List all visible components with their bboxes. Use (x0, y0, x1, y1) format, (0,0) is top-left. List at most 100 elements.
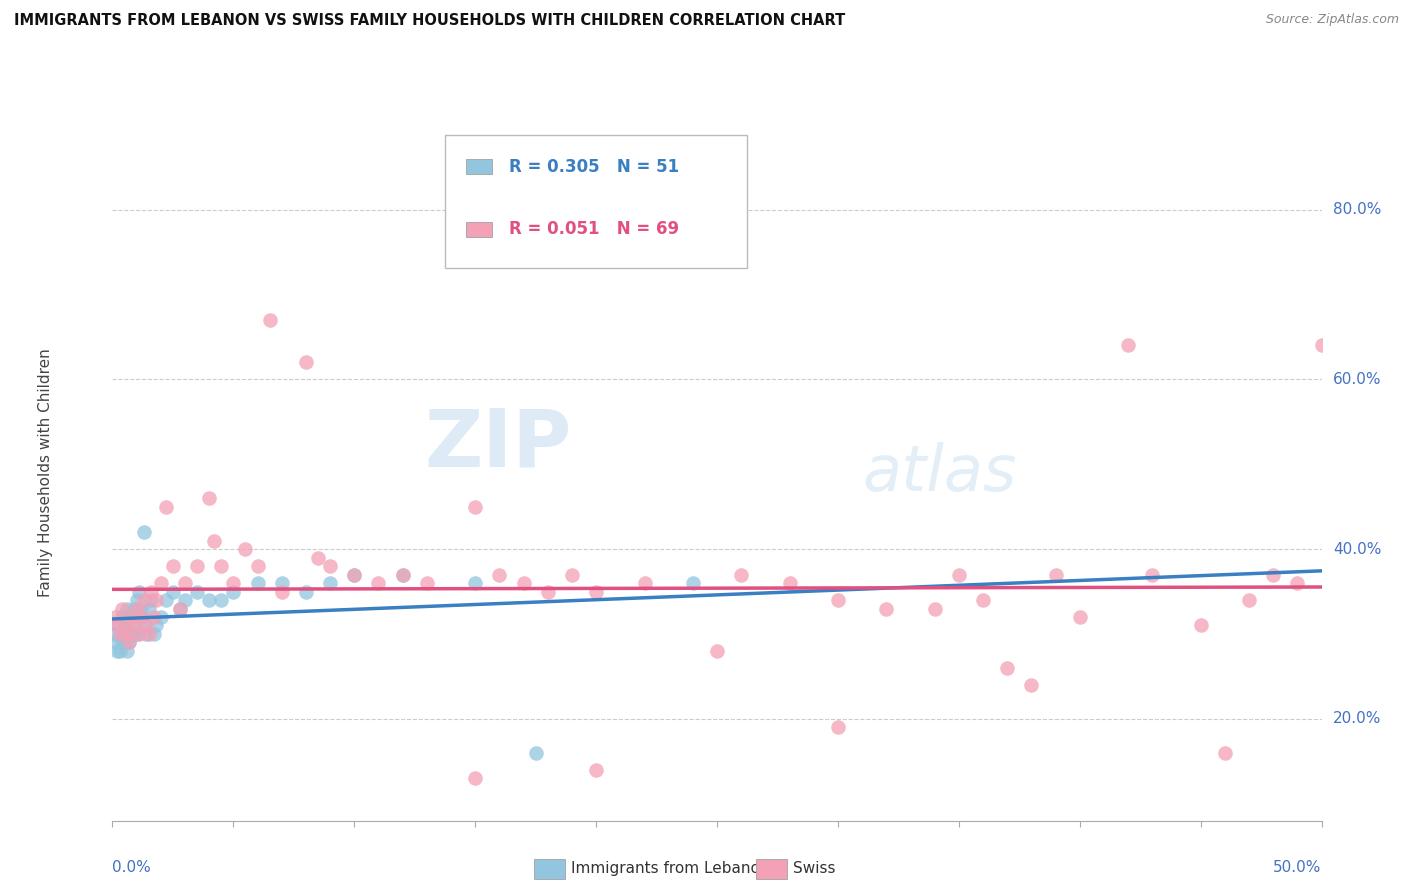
Point (1021, 678, 1043, 692)
FancyBboxPatch shape (465, 159, 492, 174)
Text: ZIP: ZIP (425, 406, 572, 484)
Point (779, 576, 801, 591)
Point (343, 567, 366, 582)
Point (131, 601, 153, 615)
Point (128, 627, 150, 641)
Point (488, 567, 510, 582)
Point (118, 627, 141, 641)
Text: Immigrants from Lebanon: Immigrants from Lebanon (571, 862, 769, 876)
Point (202, 533, 225, 548)
Point (108, 644, 131, 658)
Point (142, 627, 165, 641)
Text: 0.0%: 0.0% (112, 860, 152, 874)
Point (115, 627, 138, 641)
Point (105, 618, 128, 632)
FancyBboxPatch shape (465, 221, 492, 237)
Point (162, 584, 184, 599)
Point (145, 593, 167, 607)
Point (295, 355, 318, 369)
Point (209, 593, 232, 607)
Point (1116, 338, 1139, 352)
Text: R = 0.305   N = 51: R = 0.305 N = 51 (509, 158, 679, 176)
Point (391, 567, 413, 582)
Point (121, 610, 143, 624)
Point (104, 610, 127, 624)
Point (524, 746, 547, 760)
Point (141, 584, 163, 599)
Point (114, 627, 136, 641)
Point (115, 601, 138, 615)
Point (121, 618, 143, 632)
Point (295, 584, 318, 599)
Point (464, 771, 486, 785)
Text: Source: ZipAtlas.com: Source: ZipAtlas.com (1265, 13, 1399, 27)
Point (174, 576, 197, 591)
Point (730, 567, 752, 582)
Point (118, 635, 141, 649)
Point (1263, 567, 1285, 582)
Point (115, 644, 138, 658)
Point (122, 627, 145, 641)
Point (132, 593, 155, 607)
Point (138, 601, 160, 615)
Point (105, 618, 128, 632)
Point (948, 567, 970, 582)
Point (149, 576, 172, 591)
Point (118, 610, 141, 624)
Point (1045, 567, 1067, 582)
Point (391, 567, 413, 582)
Point (186, 584, 208, 599)
Point (122, 601, 145, 615)
Point (416, 576, 439, 591)
Point (186, 559, 208, 574)
Point (1213, 746, 1236, 760)
Point (343, 567, 366, 582)
Point (827, 720, 849, 734)
Point (128, 584, 150, 599)
Text: R = 0.051   N = 69: R = 0.051 N = 69 (509, 220, 679, 238)
Point (114, 618, 136, 632)
Point (108, 627, 131, 641)
Point (827, 593, 849, 607)
Point (198, 593, 221, 607)
Point (135, 618, 157, 632)
Point (104, 635, 127, 649)
Point (169, 601, 191, 615)
Point (155, 593, 177, 607)
Point (585, 763, 607, 777)
Point (145, 618, 167, 632)
Point (149, 610, 172, 624)
FancyBboxPatch shape (446, 136, 748, 268)
Point (174, 593, 197, 607)
Point (169, 601, 191, 615)
Text: Family Households with Children: Family Households with Children (38, 349, 53, 597)
Text: IMMIGRANTS FROM LEBANON VS SWISS FAMILY HOUSEHOLDS WITH CHILDREN CORRELATION CHA: IMMIGRANTS FROM LEBANON VS SWISS FAMILY … (14, 13, 845, 29)
Point (464, 500, 486, 514)
Point (141, 593, 163, 607)
Point (105, 644, 128, 658)
Point (222, 576, 245, 591)
Point (162, 559, 184, 574)
Point (104, 627, 127, 641)
Point (682, 576, 704, 591)
Point (235, 542, 257, 557)
Point (464, 576, 486, 591)
Point (270, 576, 292, 591)
Point (125, 627, 148, 641)
Point (1286, 576, 1309, 591)
Point (1069, 610, 1091, 624)
Point (875, 601, 897, 615)
Point (209, 559, 232, 574)
Text: 20.0%: 20.0% (1333, 711, 1381, 726)
Point (111, 601, 134, 615)
Point (633, 576, 655, 591)
Point (111, 635, 134, 649)
Point (125, 601, 148, 615)
Text: 60.0%: 60.0% (1333, 372, 1381, 387)
Point (1237, 593, 1260, 607)
Point (706, 644, 728, 658)
Point (512, 576, 534, 591)
Point (114, 618, 136, 632)
Text: 80.0%: 80.0% (1333, 202, 1381, 218)
Point (259, 313, 281, 327)
